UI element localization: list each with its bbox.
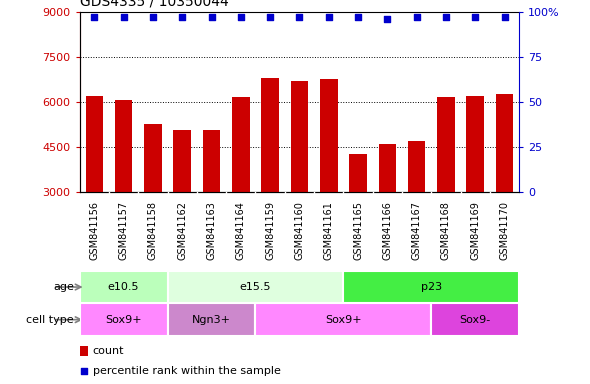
Text: count: count [93,346,124,356]
Text: p23: p23 [421,282,442,292]
Text: GSM841160: GSM841160 [294,201,304,260]
Text: Ngn3+: Ngn3+ [192,314,231,325]
Text: GSM841168: GSM841168 [441,201,451,260]
Bar [203,130,220,192]
Text: GSM841162: GSM841162 [177,201,187,260]
Bar [379,144,396,192]
Text: GSM841169: GSM841169 [470,201,480,260]
Text: e10.5: e10.5 [108,282,139,292]
Bar [349,154,367,192]
Bar [86,96,103,192]
Bar [144,124,162,192]
Text: percentile rank within the sample: percentile rank within the sample [93,366,281,376]
Bar [232,97,250,192]
Point [471,14,480,20]
Point [266,14,275,20]
Text: Sox9-: Sox9- [460,314,491,325]
Point [148,14,158,20]
Point [90,14,99,20]
Point [295,14,304,20]
Bar [437,97,455,192]
Point [441,14,451,20]
Point [207,14,217,20]
Text: GSM841167: GSM841167 [412,201,422,260]
Bar [168,271,343,303]
Bar [431,303,519,336]
Text: GSM841157: GSM841157 [119,201,129,260]
Text: GSM841164: GSM841164 [236,201,246,260]
Bar [168,303,255,336]
Text: GSM841165: GSM841165 [353,201,363,260]
Bar [496,94,513,192]
Point [383,16,392,22]
Point [412,14,421,20]
Text: GSM841166: GSM841166 [382,201,392,260]
Bar [80,346,88,356]
Text: Sox9+: Sox9+ [325,314,362,325]
Bar [80,271,168,303]
Text: GSM841159: GSM841159 [265,201,275,260]
Text: GSM841156: GSM841156 [89,201,99,260]
Bar [343,271,519,303]
Bar [291,81,308,192]
Bar [261,78,279,192]
Point [324,14,333,20]
Point [353,14,363,20]
Text: GSM841161: GSM841161 [324,201,334,260]
Text: e15.5: e15.5 [240,282,271,292]
Bar [115,100,132,192]
Point [236,14,245,20]
Bar [255,303,431,336]
Point [119,14,129,20]
Text: Sox9+: Sox9+ [105,314,142,325]
Point [500,14,509,20]
Bar [80,303,168,336]
Bar [467,96,484,192]
Text: GSM841163: GSM841163 [206,201,217,260]
Bar [173,130,191,192]
Text: GSM841170: GSM841170 [500,201,510,260]
Bar [320,79,337,192]
Point [79,367,88,374]
Point [178,14,187,20]
Text: age: age [53,282,74,292]
Bar [408,141,425,192]
Text: GSM841158: GSM841158 [148,201,158,260]
Text: cell type: cell type [26,314,74,325]
Text: GDS4335 / 10350044: GDS4335 / 10350044 [80,0,228,9]
